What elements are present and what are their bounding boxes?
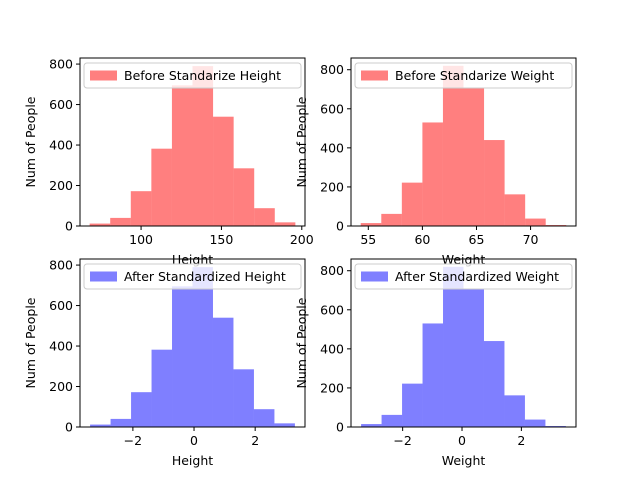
x-tick-label: 60: [414, 232, 430, 247]
x-tick-label: 70: [523, 232, 539, 247]
histogram-bar: [484, 140, 505, 226]
legend-box: [354, 263, 573, 290]
histogram-bar: [130, 191, 152, 226]
histogram-bar: [151, 349, 173, 427]
histogram-bar: [422, 122, 443, 226]
axes-frame: [350, 57, 577, 227]
y-tick-label: 800: [49, 57, 73, 72]
y-axis-label: Num of People: [23, 96, 38, 187]
legend-swatch: [90, 70, 117, 81]
axes-frame: [79, 258, 306, 428]
histogram-bar: [212, 317, 234, 427]
y-tick-label: 600: [320, 101, 344, 116]
y-tick-label: 400: [49, 138, 73, 153]
x-tick-label: 100: [129, 232, 153, 247]
x-tick-label: 150: [209, 232, 233, 247]
y-tick-label: 800: [320, 62, 344, 77]
histogram-bar: [131, 392, 152, 427]
y-tick-label: 600: [49, 298, 73, 313]
histogram-bar: [274, 423, 295, 427]
y-axis-label: Num of People: [294, 96, 309, 187]
histogram-bar: [213, 116, 234, 226]
legend-swatch: [361, 70, 388, 81]
axes-frame: [350, 258, 577, 428]
histogram-bar: [274, 222, 296, 226]
x-tick-label: 55: [360, 232, 376, 247]
y-tick-label: 200: [320, 380, 344, 395]
histogram-bar: [463, 289, 484, 427]
subplot-4: −2 0 2 0 200 400 600 800 Weight Num of People Afte…: [294, 258, 577, 468]
histogram-bar: [171, 85, 193, 226]
y-tick-label: 0: [336, 219, 344, 234]
x-tick-label: −2: [393, 433, 411, 448]
legend-box: [83, 263, 302, 290]
histogram-bar: [422, 323, 444, 427]
histogram-bar: [381, 414, 403, 427]
histogram-bar: [483, 341, 505, 427]
histogram-bar: [525, 218, 546, 226]
y-tick-label: 200: [49, 379, 73, 394]
x-tick-label: 65: [469, 232, 485, 247]
y-tick-label: 0: [336, 420, 344, 435]
legend-label: After Standardized Weight: [395, 269, 559, 284]
y-tick-label: 600: [49, 97, 73, 112]
histogram-bar: [254, 208, 275, 226]
legend-swatch: [361, 271, 388, 282]
histogram-bar: [361, 424, 382, 427]
x-tick-label: 0: [458, 433, 466, 448]
histogram-bar: [443, 266, 464, 427]
histogram-bar: [110, 217, 131, 226]
subplot-3: −2 0 2 0 200 400 600 800 Height Num of People Afte…: [23, 258, 306, 468]
x-axis-label: Height: [172, 453, 213, 468]
histogram-bar: [524, 419, 546, 427]
histogram-bar: [110, 418, 132, 427]
x-tick-label: 2: [251, 433, 259, 448]
histogram-bar: [504, 395, 525, 427]
axes-frame: [79, 57, 306, 227]
legend-box: [354, 62, 573, 89]
y-tick-label: 800: [320, 263, 344, 278]
histogram-bar: [463, 88, 485, 226]
histogram-bar: [381, 213, 402, 226]
histogram-bar: [402, 383, 423, 427]
histogram-bar: [442, 65, 464, 226]
legend-label: After Standardized Height: [124, 269, 286, 284]
y-tick-label: 400: [320, 341, 344, 356]
x-axis-label: Weight: [442, 453, 486, 468]
y-tick-label: 0: [65, 420, 73, 435]
histogram-bar: [360, 223, 382, 226]
y-tick-label: 200: [320, 179, 344, 194]
y-tick-label: 400: [49, 339, 73, 354]
histogram-bar: [172, 286, 193, 427]
histogram-bar: [401, 182, 423, 226]
x-tick-label: 2: [517, 433, 525, 448]
x-tick-label: 0: [190, 433, 198, 448]
histogram-bar: [151, 148, 172, 226]
y-axis-label: Num of People: [294, 297, 309, 388]
histogram-bar: [253, 409, 275, 427]
histogram-bar: [192, 66, 214, 227]
legend-label: Before Standarize Height: [124, 68, 281, 83]
y-axis-label: Num of People: [23, 297, 38, 388]
legend-swatch: [90, 271, 117, 282]
histogram-bar: [233, 369, 254, 427]
y-tick-label: 0: [65, 219, 73, 234]
legend-label: Before Standarize Weight: [395, 68, 554, 83]
histogram-bar: [90, 424, 111, 427]
y-tick-label: 400: [320, 140, 344, 155]
y-tick-label: 600: [320, 302, 344, 317]
histogram-bar: [192, 267, 213, 427]
x-tick-label: 200: [290, 232, 314, 247]
legend-box: [83, 62, 302, 89]
histogram-bar: [504, 194, 526, 226]
y-tick-label: 800: [49, 258, 73, 273]
histogram-bar: [89, 223, 111, 226]
x-tick-label: −2: [124, 433, 142, 448]
histogram-bar: [233, 168, 255, 226]
y-tick-label: 200: [49, 178, 73, 193]
